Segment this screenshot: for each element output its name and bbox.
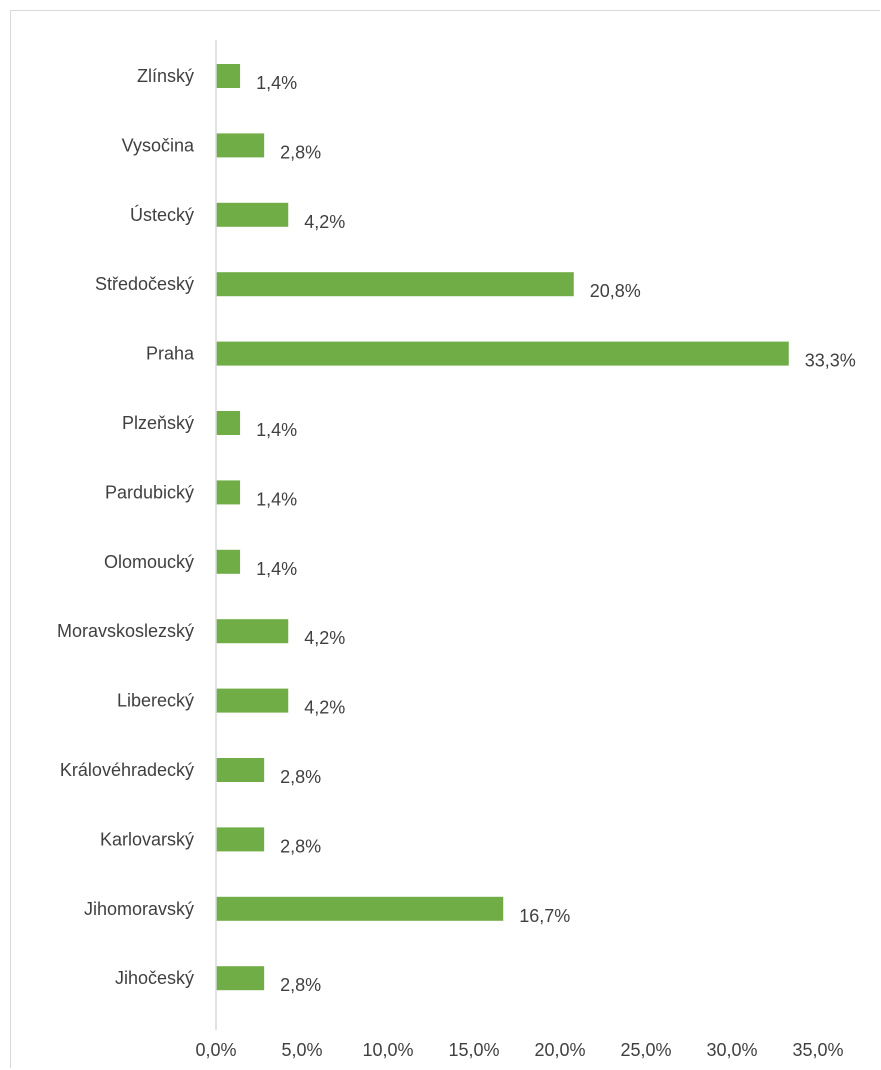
value-label-10: 2,8%: [280, 767, 321, 787]
value-label-4: 33,3%: [805, 351, 856, 371]
x-tick-label-0: 0,0%: [195, 1040, 236, 1060]
value-labels: 1,4% 2,8% 4,2% 20,8% 33,3% 1,4% 1,4% 1,4% 4,2% 4,…: [256, 73, 856, 995]
bar-5: [216, 411, 241, 435]
value-label-6: 1,4%: [256, 489, 297, 509]
category-label-10: Královéhradecký: [60, 760, 194, 780]
category-label-2: Ústecký: [130, 204, 194, 225]
bar-8: [216, 619, 289, 644]
category-label-7: Olomoucký: [104, 552, 194, 572]
bar-7: [216, 549, 241, 574]
bar-6: [216, 480, 241, 505]
bar-13: [216, 966, 265, 991]
chart-frame: [10, 10, 880, 1068]
value-label-11: 2,8%: [280, 836, 321, 856]
category-label-13: Jihočeský: [115, 968, 194, 988]
bar-3: [216, 272, 574, 297]
value-label-3: 20,8%: [590, 281, 641, 301]
x-tick-label-1: 5,0%: [281, 1040, 322, 1060]
x-tick-label-3: 15,0%: [448, 1040, 499, 1060]
value-label-7: 1,4%: [256, 559, 297, 579]
bar-11: [216, 827, 265, 852]
bar-9: [216, 688, 289, 713]
value-label-8: 4,2%: [304, 628, 345, 648]
category-labels: Zlínský Vysočina Ústecký Středočeský Praha Pl…: [57, 66, 195, 988]
category-label-12: Jihomoravský: [84, 899, 194, 919]
bar-10: [216, 758, 265, 782]
bar-12: [216, 896, 504, 921]
category-label-6: Pardubický: [105, 482, 194, 502]
category-label-1: Vysočina: [122, 135, 195, 155]
value-label-5: 1,4%: [256, 420, 297, 440]
bar-4: [216, 341, 789, 366]
value-label-0: 1,4%: [256, 73, 297, 93]
category-label-0: Zlínský: [137, 66, 194, 86]
category-label-3: Středočeský: [95, 274, 194, 294]
value-label-2: 4,2%: [304, 212, 345, 232]
value-label-9: 4,2%: [304, 698, 345, 718]
bars-layer: [216, 64, 789, 991]
bar-0: [216, 64, 241, 88]
category-label-11: Karlovarský: [100, 829, 194, 849]
x-tick-label-6: 30,0%: [706, 1040, 757, 1060]
x-tick-label-7: 35,0%: [792, 1040, 843, 1060]
category-label-5: Plzeňský: [122, 413, 194, 433]
category-label-4: Praha: [146, 344, 195, 364]
bar-1: [216, 133, 265, 158]
x-tick-label-4: 20,0%: [534, 1040, 585, 1060]
x-tick-label-2: 10,0%: [362, 1040, 413, 1060]
x-tick-label-5: 25,0%: [620, 1040, 671, 1060]
bar-2: [216, 202, 289, 227]
category-label-9: Liberecký: [117, 691, 194, 711]
category-label-8: Moravskoslezský: [57, 621, 194, 641]
value-label-1: 2,8%: [280, 142, 321, 162]
value-label-12: 16,7%: [519, 906, 570, 926]
value-label-13: 2,8%: [280, 975, 321, 995]
x-tick-labels: 0,0% 5,0% 10,0% 15,0% 20,0% 25,0% 30,0% 35,0%: [195, 1040, 843, 1060]
